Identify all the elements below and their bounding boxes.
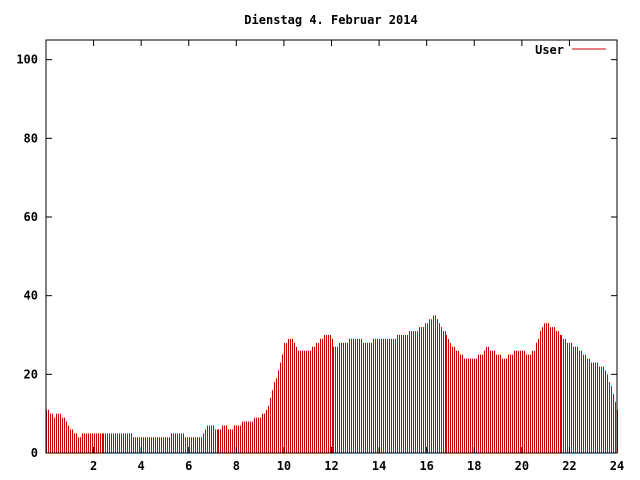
y-tick-label: 40 (24, 289, 38, 303)
legend: User (535, 43, 606, 57)
y-tick-label: 20 (24, 367, 38, 381)
x-tick-label: 24 (610, 459, 624, 473)
x-tick-label: 2 (90, 459, 97, 473)
plot-frame (45, 39, 618, 454)
x-tick-label: 4 (138, 459, 145, 473)
chart-title: Dienstag 4. Februar 2014 (244, 13, 417, 27)
x-tick-label: 6 (185, 459, 192, 473)
y-tick-label: 60 (24, 210, 38, 224)
x-tick-label: 8 (233, 459, 240, 473)
x-tick-label: 22 (562, 459, 576, 473)
legend-label: User (535, 43, 564, 57)
y-axis: 0 20 40 60 80 100 (16, 53, 617, 460)
y-tick-label: 0 (31, 446, 38, 460)
x-tick-label: 12 (324, 459, 338, 473)
y-tick-label: 100 (16, 53, 38, 67)
x-tick-label: 20 (515, 459, 529, 473)
x-tick-label: 14 (372, 459, 386, 473)
x-tick-label: 10 (277, 459, 291, 473)
bars-layer (46, 315, 618, 453)
x-tick-label: 18 (467, 459, 481, 473)
y-tick-label: 80 (24, 131, 38, 145)
x-axis: 2 4 6 8 10 12 14 16 18 20 22 24 (90, 40, 624, 473)
x-tick-label: 16 (419, 459, 433, 473)
